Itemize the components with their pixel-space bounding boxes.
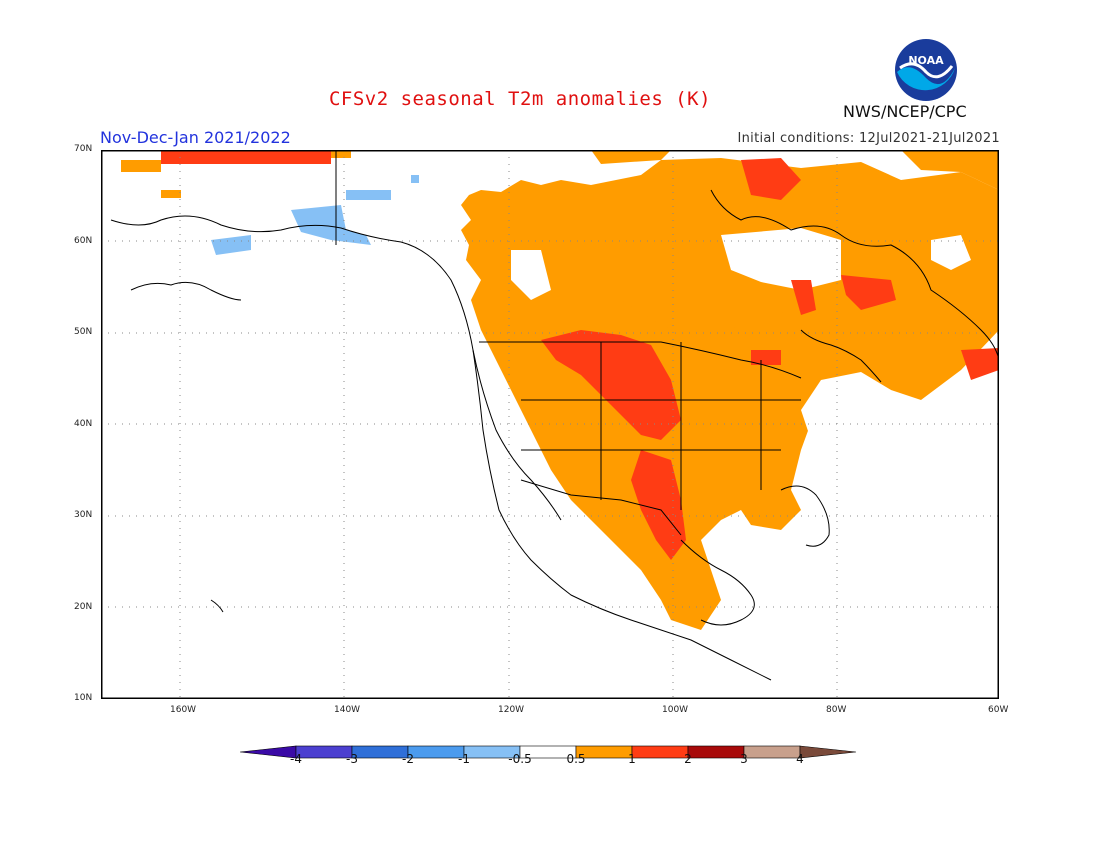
- anomaly-shading-orange: [121, 150, 999, 630]
- colorbar-swatch: [631, 745, 689, 759]
- colorbar-label: 1: [628, 752, 636, 766]
- colorbar-label: 2: [684, 752, 692, 766]
- colorbar-label: 4: [796, 752, 804, 766]
- lon-label: 160W: [170, 705, 197, 715]
- colorbar-label: 0.5: [566, 752, 586, 766]
- colorbar-swatch: [351, 745, 409, 759]
- lon-label: 60W: [988, 705, 1009, 715]
- colorbar: [240, 745, 857, 759]
- anomaly-shading-red: [161, 150, 999, 560]
- colorbar-swatch: [407, 745, 465, 759]
- forecast-period: Nov-Dec-Jan 2021/2022: [100, 128, 291, 147]
- colorbar-swatch: [295, 745, 353, 759]
- colorbar-swatch: [743, 745, 801, 759]
- agency-label: NWS/NCEP/CPC: [843, 102, 967, 121]
- colorbar-label: -1: [458, 752, 470, 766]
- lon-label: 100W: [662, 705, 689, 715]
- lat-label: 70N: [74, 144, 93, 154]
- graticule: [101, 150, 999, 699]
- lat-label: 60N: [74, 236, 93, 246]
- map-frame: [101, 150, 999, 699]
- chart-title: CFSv2 seasonal T2m anomalies (K): [328, 88, 712, 110]
- colorbar-swatch: [240, 745, 297, 759]
- colorbar-label: 3: [740, 752, 748, 766]
- colorbar-swatch: [799, 745, 857, 759]
- noaa-logo: NOAA: [895, 39, 957, 101]
- colorbar-label: -4: [290, 752, 302, 766]
- colorbar-label: -3: [346, 752, 358, 766]
- anomaly-shading-white-holes: [511, 228, 971, 460]
- lat-label: 50N: [74, 327, 93, 337]
- anomaly-map: [101, 150, 999, 699]
- lat-label: 40N: [74, 419, 93, 429]
- anomaly-shading-blue: [211, 175, 419, 255]
- noaa-logo-text: NOAA: [908, 54, 944, 67]
- lat-label: 10N: [74, 693, 93, 703]
- borders: [335, 150, 802, 536]
- lat-label: 20N: [74, 602, 93, 612]
- lon-label: 140W: [334, 705, 361, 715]
- lon-label: 80W: [826, 705, 847, 715]
- coastlines: [110, 189, 999, 681]
- lon-label: 120W: [498, 705, 525, 715]
- colorbar-swatch: [687, 745, 745, 759]
- initial-conditions: Initial conditions: 12Jul2021-21Jul2021: [737, 131, 1000, 146]
- colorbar-label: -2: [402, 752, 414, 766]
- colorbar-label: -0.5: [508, 752, 532, 766]
- lat-label: 30N: [74, 510, 93, 520]
